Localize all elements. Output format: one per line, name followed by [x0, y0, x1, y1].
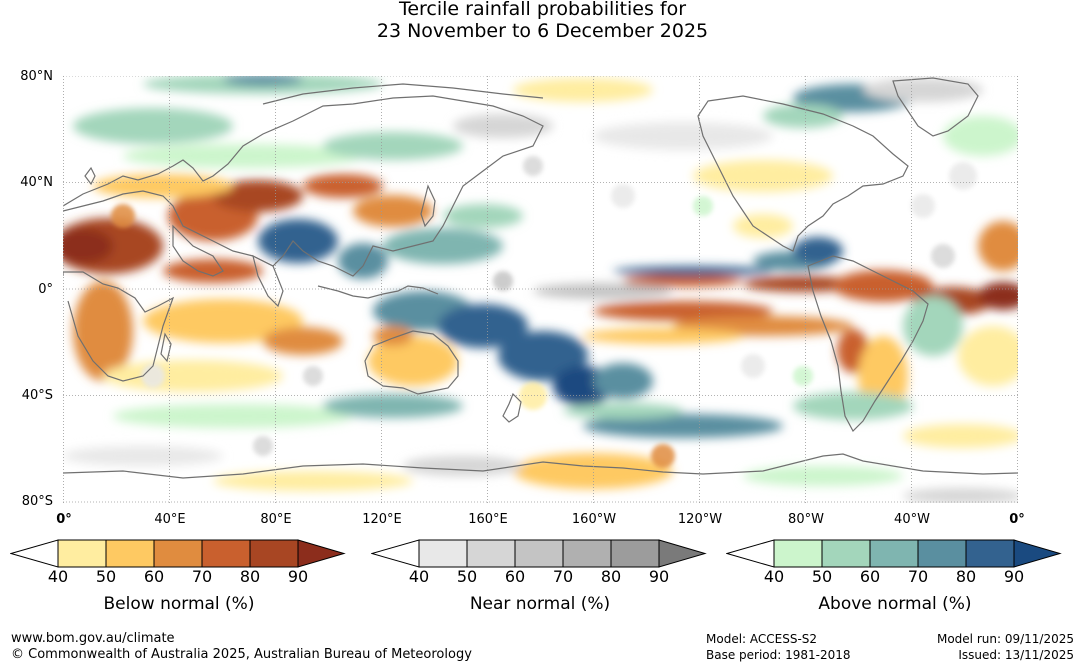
legend-above-normal-swatch-90: [1013, 539, 1062, 568]
lon-label-40e: 40°E: [154, 512, 186, 527]
rainfall-probability-map: [63, 76, 1018, 503]
legend-below-normal-tick-label: 60: [143, 567, 165, 586]
lon-label-0-east: 0°: [1009, 512, 1025, 527]
legend-above-normal-arrow-low: [726, 539, 775, 568]
map-title-line-1: Tercile rainfall probabilities for: [398, 0, 687, 20]
legend-near-normal-swatch-80: [610, 539, 660, 568]
lat-label-0: 0°: [38, 282, 53, 297]
legend-below-normal-tick-label: 80: [239, 567, 261, 586]
graticule: [63, 76, 1018, 503]
legend-above-normal-tick-label: 80: [955, 567, 977, 586]
legend-near-normal-tick-label: 70: [552, 567, 574, 586]
legend-near-normal-swatch-50: [466, 539, 516, 568]
legend-above-normal-swatch-60: [869, 539, 919, 568]
legend-above-normal-swatch-80: [965, 539, 1015, 568]
legend-near-normal-swatch-90: [658, 539, 707, 568]
legend-below-normal-swatch-50: [105, 539, 155, 568]
legend-below-normal-tick-label: 50: [95, 567, 117, 586]
legend-below-normal-title: Below normal (%): [103, 594, 255, 614]
lat-label-80s: 80°S: [21, 494, 53, 509]
coastline-indonesia: [317, 285, 439, 299]
lat-label-40n: 40°N: [20, 175, 53, 190]
lon-label-120e: 120°E: [362, 512, 402, 527]
footer-url: www.bom.gov.au/climate: [11, 631, 175, 646]
coastline-south-america: [807, 255, 929, 432]
map-title-line-2: 23 November to 6 December 2025: [376, 20, 709, 42]
legend-below-normal-swatch-60: [153, 539, 203, 568]
lon-label-160w: 160°W: [571, 512, 617, 527]
legend-above-normal-swatch-50: [821, 539, 871, 568]
coastline-europe-asia: [63, 95, 544, 277]
lon-label-120w: 120°W: [677, 512, 723, 527]
legend-near-normal-arrow-low: [371, 539, 420, 568]
legend-near-normal-title: Near normal (%): [469, 594, 611, 614]
legend-above-normal-swatch-40: [773, 539, 823, 568]
lat-label-40s: 40°S: [21, 388, 53, 403]
coastline-madagascar: [160, 332, 172, 363]
lon-label-40w: 40°W: [894, 512, 930, 527]
lat-label-80n: 80°N: [20, 69, 53, 84]
coastline-japan: [420, 184, 436, 228]
footer-issued: Issued: 13/11/2025: [958, 648, 1074, 662]
coastline-antarctica: [63, 453, 1018, 479]
legend-near-normal-colorbar: [371, 539, 707, 568]
legend-above-normal-title: Above normal (%): [818, 594, 972, 614]
coastline-africa: [63, 271, 175, 382]
lon-label-0-west: 0°: [56, 512, 72, 527]
coastline-india: [252, 254, 284, 308]
legend-below-normal-swatch-90: [297, 539, 346, 568]
legend-near-normal-tick-label: 50: [456, 567, 478, 586]
legend-near-normal-tick-label: 60: [504, 567, 526, 586]
legend-below-normal-swatch-70: [201, 539, 251, 568]
legend-above-normal-tick-label: 70: [907, 567, 929, 586]
legend-near-normal-swatch-70: [562, 539, 612, 568]
coastline-siberia-north: [262, 83, 544, 105]
legend-near-normal-swatch-40: [418, 539, 468, 568]
coastline-new-zealand: [502, 392, 522, 423]
probability-speckle-layer: [111, 156, 977, 468]
legend-above-normal-tick-label: 90: [1003, 567, 1025, 586]
legend-near-normal-tick-label: 80: [600, 567, 622, 586]
legend-above-normal-tick-label: 50: [811, 567, 833, 586]
footer-base-period: Base period: 1981-2018: [706, 648, 851, 662]
lon-label-80w: 80°W: [788, 512, 824, 527]
lon-label-160e: 160°E: [468, 512, 508, 527]
legend-below-normal-tick-label: 70: [191, 567, 213, 586]
coastline-greenland: [892, 77, 979, 137]
coastline-australia: [364, 330, 459, 395]
legend-near-normal-tick-label: 90: [648, 567, 670, 586]
legend-above-normal-tick-label: 60: [859, 567, 881, 586]
coastline-uk: [84, 166, 96, 186]
legend-below-normal-tick-label: 40: [47, 567, 69, 586]
legend-above-normal-swatch-70: [917, 539, 967, 568]
legend-below-normal-colorbar: [10, 539, 346, 568]
legend-near-normal-tick-label: 40: [408, 567, 430, 586]
footer-model: Model: ACCESS-S2: [706, 632, 818, 646]
footer-model-run: Model run: 09/11/2025: [936, 632, 1074, 646]
legend-near-normal-swatch-60: [514, 539, 564, 568]
legend-above-normal-colorbar: [726, 539, 1062, 568]
legend-below-normal-tick-label: 90: [287, 567, 309, 586]
footer-copyright: © Commonwealth of Australia 2025, Austra…: [11, 647, 472, 662]
coastline-arabia: [172, 224, 224, 277]
legend-below-normal-arrow-low: [10, 539, 59, 568]
legend-below-normal-swatch-80: [249, 539, 299, 568]
probability-fill-layer: [63, 76, 1018, 503]
legend-above-normal-tick-label: 40: [763, 567, 785, 586]
lon-label-80e: 80°E: [260, 512, 292, 527]
legend-below-normal-swatch-40: [57, 539, 107, 568]
